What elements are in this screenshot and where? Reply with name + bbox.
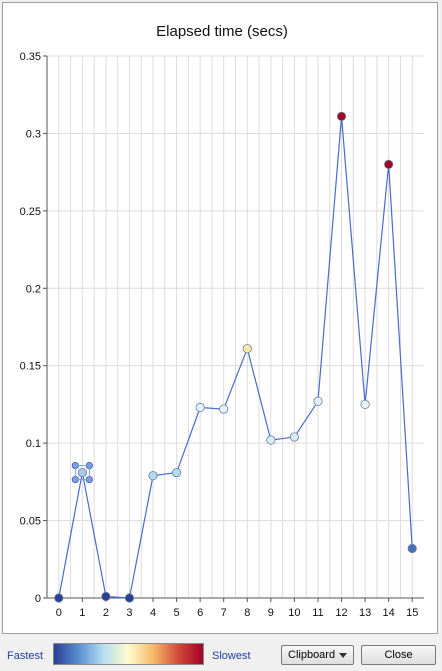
data-point [407, 543, 417, 554]
data-point [336, 111, 347, 121]
x-tick-label: 11 [312, 607, 323, 619]
selection-box [74, 465, 90, 481]
data-point [148, 471, 158, 481]
axis-layer: 00.050.10.150.20.250.30.350 1 2 3 4 5 6 7 8 9 10 11… [20, 51, 424, 619]
grid-layer [46, 55, 424, 599]
x-tick-label: 7 [221, 607, 227, 619]
x-tick-label: 15 [406, 607, 418, 619]
data-point [384, 159, 394, 169]
fastest-label: Fastest [7, 650, 44, 662]
y-tick-label: 0 [35, 593, 41, 605]
x-tick-label: 14 [383, 607, 395, 619]
data-point [289, 432, 300, 442]
x-tick-label: 8 [244, 607, 250, 619]
speed-gradient-legend [53, 643, 204, 665]
x-tick-label: 9 [268, 607, 274, 619]
data-point [242, 344, 252, 354]
x-tick-label: 2 [103, 607, 109, 619]
x-tick-label: 0 [56, 607, 62, 619]
chart-title: Elapsed time (secs) [156, 23, 288, 40]
data-point [219, 404, 229, 414]
y-tick-label: 0.2 [26, 283, 41, 295]
x-tick-label: 3 [126, 607, 132, 619]
clipboard-button-label: Clipboard [288, 649, 336, 661]
x-tick-label: 1 [79, 607, 85, 619]
bottom-bar: Fastest Slowest Clipboard Close [0, 634, 442, 671]
data-point [77, 467, 87, 478]
slowest-label: Slowest [212, 650, 251, 662]
data-point [124, 593, 135, 603]
y-tick-label: 0.05 [20, 516, 41, 528]
clipboard-dropdown-button[interactable]: Clipboard [281, 645, 354, 665]
y-tick-label: 0.15 [20, 361, 41, 373]
y-tick-label: 0.1 [26, 438, 41, 450]
close-button-label: Close [384, 649, 413, 661]
y-tick-label: 0.25 [20, 206, 41, 218]
series-line [58, 116, 413, 599]
data-point [101, 591, 111, 602]
chart-panel: Elapsed time (secs) 0 0.05 0.1 0.15 0.2 0.25 0… [2, 2, 438, 634]
chevron-down-icon [339, 653, 347, 658]
x-tick-label: 13 [359, 607, 371, 619]
series-layer [54, 111, 417, 603]
data-point [266, 435, 276, 445]
data-point [313, 396, 323, 406]
data-point [171, 467, 182, 478]
elapsed-time-chart: Elapsed time (secs) 0 0.05 0.1 0.15 0.2 0.25 0… [20, 23, 424, 619]
x-tick-label: 4 [150, 607, 156, 619]
x-tick-label: 6 [197, 607, 203, 619]
x-tick-label: 10 [288, 607, 300, 619]
data-point [195, 402, 205, 413]
x-tick-label: 12 [335, 607, 347, 619]
y-tick-label: 0.3 [26, 128, 41, 140]
data-point [54, 593, 64, 603]
x-tick-label: 5 [174, 607, 180, 619]
y-tick-label: 0.35 [20, 51, 41, 63]
data-point [360, 399, 370, 410]
close-button[interactable]: Close [361, 645, 436, 665]
